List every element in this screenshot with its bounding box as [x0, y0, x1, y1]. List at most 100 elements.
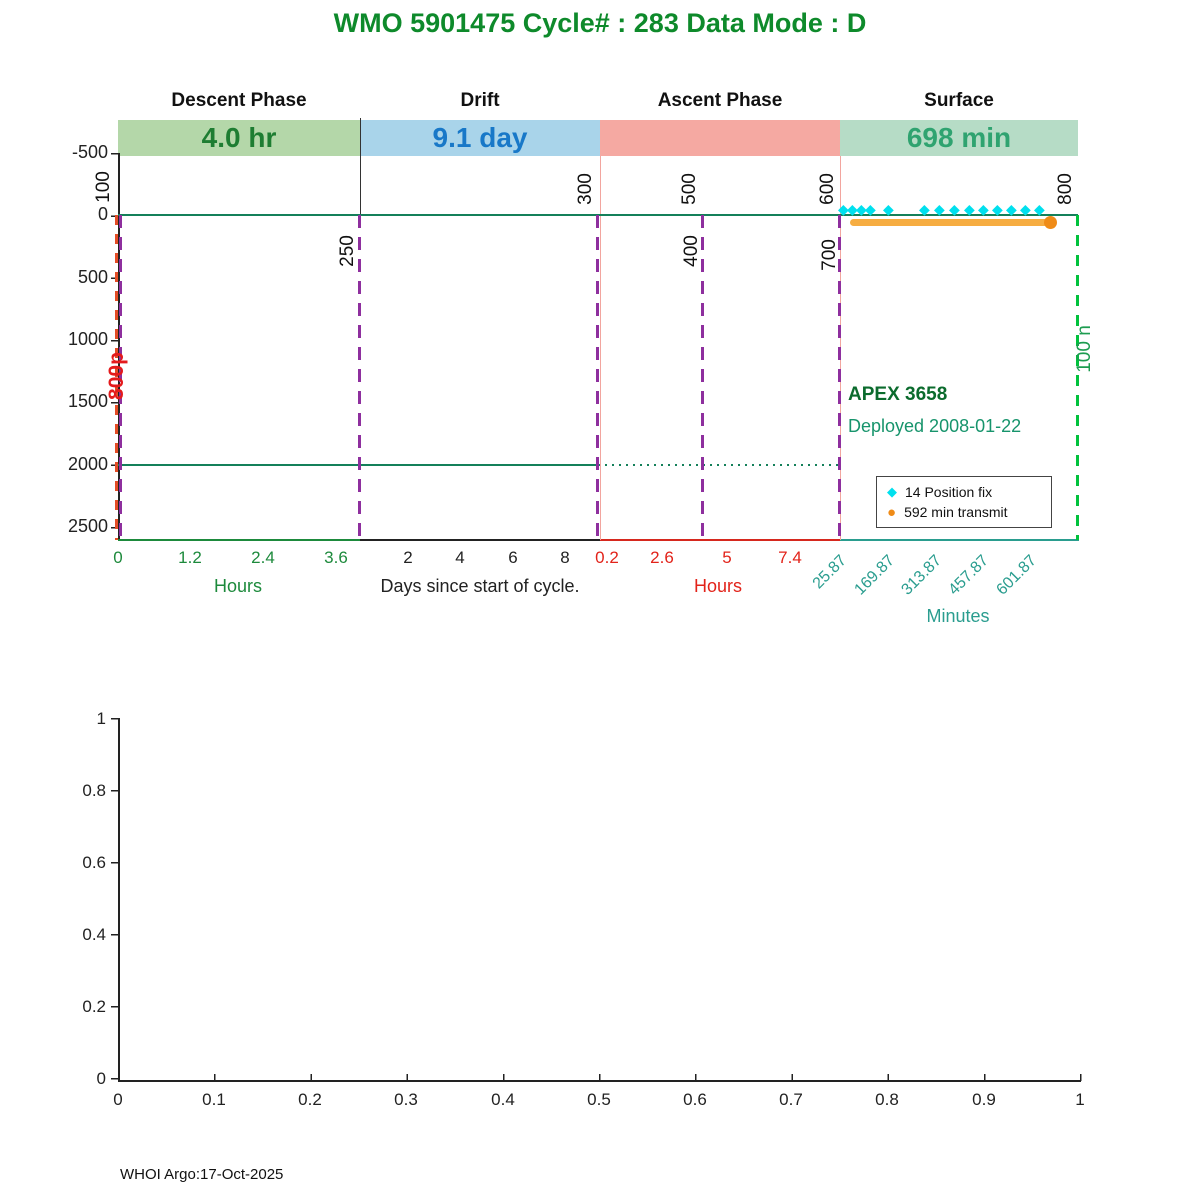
position-fix-icon: ◆ [978, 201, 989, 217]
bottom-y-tick: 0 [96, 1069, 106, 1088]
pressure-label-600: 600 [817, 173, 838, 205]
phase-header-ascent: Ascent Phase [657, 90, 783, 111]
bottom-x-tick: 0.7 [779, 1090, 803, 1109]
position-fix-icon: ◆ [847, 201, 858, 217]
position-fix-icon: ◆ [1020, 201, 1031, 217]
bottom-y-axis-ticks [111, 718, 118, 1082]
pressure-label-800: 800 [1055, 173, 1076, 205]
pressure-label-400: 400 [681, 235, 702, 267]
position-fix-icon: ◆ [865, 201, 876, 217]
bottom-y-tick: 1 [96, 709, 106, 728]
cycle-end-green-dashed-line [1076, 215, 1079, 540]
pressure-label-300: 300 [575, 173, 596, 205]
cycle-end-label: 100 n [1074, 325, 1095, 373]
x-tick-drift: 8 [560, 548, 570, 567]
x-tick-descent: 3.6 [324, 548, 348, 567]
position-fix-icon: ◆ [964, 201, 975, 217]
bottom-y-tick: 0.4 [82, 925, 106, 944]
descent-drift-separator [360, 118, 361, 215]
band-surface-duration: 698 min [840, 120, 1078, 156]
bottom-x-tick: 0 [113, 1090, 123, 1109]
bottom-x-axis-ticks [118, 1074, 1082, 1081]
diamond-icon: ◆ [887, 483, 897, 499]
phase-header-drift: Drift [460, 90, 500, 111]
x-axis-surface-segment [840, 539, 1079, 541]
bottom-x-tick: 0.3 [394, 1090, 418, 1109]
footer-note: WHOI Argo:17-Oct-2025 [120, 1166, 284, 1183]
circle-icon: ● [887, 503, 897, 521]
float-model-label: APEX 3658 [848, 384, 948, 405]
bottom-x-tick: 0.9 [972, 1090, 996, 1109]
bottom-x-tick: 0.5 [587, 1090, 611, 1109]
x-tick-drift: 4 [455, 548, 465, 567]
top-y-tick: 1500 [67, 391, 108, 411]
pressure-line-600-700 [838, 215, 841, 540]
x-tick-descent: 0 [113, 548, 123, 567]
phase-header-descent: Descent Phase [171, 90, 307, 111]
bottom-x-tick: 0.1 [202, 1090, 226, 1109]
x-axis-title-drift: Days since start of cycle. [380, 576, 580, 596]
x-axis-title-ascent: Hours [693, 576, 742, 596]
bottom-y-tick: 0.8 [82, 781, 106, 800]
pressure-label-250: 250 [337, 235, 358, 267]
phase-header-surface: Surface [924, 90, 994, 111]
position-fix-icon: ◆ [934, 201, 945, 217]
legend-row-position-fix: ◆ 14 Position fix [887, 484, 1051, 500]
bottom-x-tick: 0.2 [298, 1090, 322, 1109]
bottom-x-tick: 0.6 [683, 1090, 707, 1109]
park-depth-line-dotted [598, 464, 840, 466]
legend-position-fix-label: 14 Position fix [905, 483, 993, 500]
bottom-x-tick: 0.8 [875, 1090, 899, 1109]
position-fix-icon: ◆ [838, 201, 849, 217]
x-axis-title-descent: Hours [213, 576, 262, 596]
pressure-label-700: 700 [819, 239, 840, 271]
x-tick-ascent: 5 [722, 548, 732, 567]
transmit-end-circle-icon [1044, 216, 1057, 229]
band-descent-duration: 4.0 hr [118, 120, 360, 156]
descent-red-dashed-line [115, 215, 118, 540]
page-title: WMO 5901475 Cycle# : 283 Data Mode : D [333, 8, 867, 38]
pressure-label-100: 100 [93, 171, 114, 203]
top-y-tick: 0 [97, 204, 108, 224]
x-tick-drift: 6 [508, 548, 518, 567]
position-fix-icon: ◆ [949, 201, 960, 217]
legend-row-transmit: ● 592 min transmit [887, 504, 1051, 521]
top-y-axis-ticks [111, 153, 118, 529]
bottom-y-tick: 0.6 [82, 853, 106, 872]
x-tick-ascent: 7.4 [778, 548, 802, 567]
legend-transmit-label: 592 min transmit [904, 504, 1008, 520]
band-ascent-duration [600, 120, 840, 156]
bottom-y-tick: 0.2 [82, 997, 106, 1016]
pressure-label-500: 500 [679, 173, 700, 205]
top-y-tick: -500 [71, 142, 108, 162]
bottom-x-tick: 1 [1075, 1090, 1085, 1109]
position-fix-icon: ◆ [919, 201, 930, 217]
x-axis-title-surface: Minutes [926, 606, 990, 626]
position-fix-icon: ◆ [992, 201, 1003, 217]
descent-pressure-label: 800p [105, 352, 128, 400]
pressure-line-250 [358, 215, 361, 540]
transmit-span-line [850, 219, 1048, 226]
x-tick-ascent: 0.2 [595, 548, 619, 567]
pressure-line-100 [119, 215, 122, 540]
x-tick-descent: 2.4 [251, 548, 275, 567]
position-fix-icon: ◆ [856, 201, 867, 217]
pressure-line-300 [596, 215, 599, 540]
x-axis-drift-segment [360, 539, 600, 541]
legend: ◆ 14 Position fix ● 592 min transmit [876, 476, 1052, 528]
position-fix-icon: ◆ [883, 201, 894, 217]
bottom-y-axis [118, 718, 120, 1082]
x-tick-descent: 1.2 [178, 548, 202, 567]
bottom-x-tick: 0.4 [491, 1090, 515, 1109]
top-y-tick: 2500 [67, 516, 108, 536]
top-y-tick: 2000 [67, 454, 108, 474]
pressure-line-400-500 [701, 215, 704, 540]
surface-zero-line [118, 214, 1078, 216]
x-axis-ascent-segment [600, 539, 840, 541]
x-tick-drift: 2 [403, 548, 413, 567]
band-drift-duration: 9.1 day [360, 120, 600, 156]
top-y-tick: 500 [77, 267, 108, 287]
x-tick-ascent: 2.6 [650, 548, 674, 567]
ascent-left-boundary [600, 156, 601, 540]
